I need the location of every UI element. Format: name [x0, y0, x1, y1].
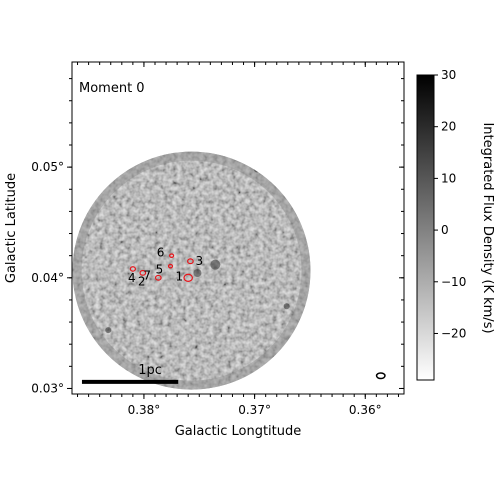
source-5-marker: [167, 263, 174, 269]
source-6-label: 6: [157, 245, 165, 259]
source-3-marker: [187, 258, 194, 265]
colorbar-ticks: [434, 74, 438, 334]
source-1-marker: [183, 273, 194, 282]
source-6-marker: [169, 253, 175, 258]
colorbar-tick-label: 10: [441, 171, 456, 185]
colorbar-tick-label: 30: [441, 68, 456, 82]
x-tick-label: 0.38°: [128, 403, 161, 417]
panel-label: Moment 0: [79, 81, 145, 96]
intensity-map: [72, 151, 311, 390]
source-3-label: 3: [195, 254, 203, 268]
x-tick-label: 0.37°: [238, 403, 271, 417]
y-tick-label: 0.04°: [31, 271, 64, 285]
source-7-label: 7: [143, 269, 151, 283]
source-labels: 1 2 3 4 5 67: [128, 245, 203, 288]
colorbar-tick-label: −20: [441, 326, 466, 340]
scale-bar-label: 1pc: [138, 363, 162, 378]
y-tick-label: 0.05°: [31, 160, 64, 174]
plot-frame: [71, 61, 405, 395]
source-5-label: 5: [156, 263, 164, 277]
source-4-marker: [129, 266, 137, 272]
axis-ticks: [67, 62, 404, 399]
x-axis-label: Galactic Longtitude: [175, 424, 302, 439]
x-tick-label: 0.36°: [349, 403, 382, 417]
source-2-label: 2: [138, 275, 146, 289]
y-axis-label: Galactic Latitude: [4, 173, 19, 283]
source-2-marker: [139, 269, 147, 276]
y-tick-label: 0.03°: [31, 381, 64, 395]
colorbar: [416, 74, 435, 381]
source-4-label: 4: [128, 271, 136, 285]
colorbar-tick-label: −10: [441, 275, 466, 289]
colorbar-tick-label: 20: [441, 120, 456, 134]
beam-ellipse: [375, 372, 386, 380]
source-1-label: 1: [176, 270, 184, 284]
colorbar-tick-label: 0: [441, 223, 449, 237]
source-markers: [129, 253, 194, 282]
source-7-marker: [154, 274, 162, 281]
colorbar-label: Integrated Flux Density (K km/s): [480, 122, 495, 333]
